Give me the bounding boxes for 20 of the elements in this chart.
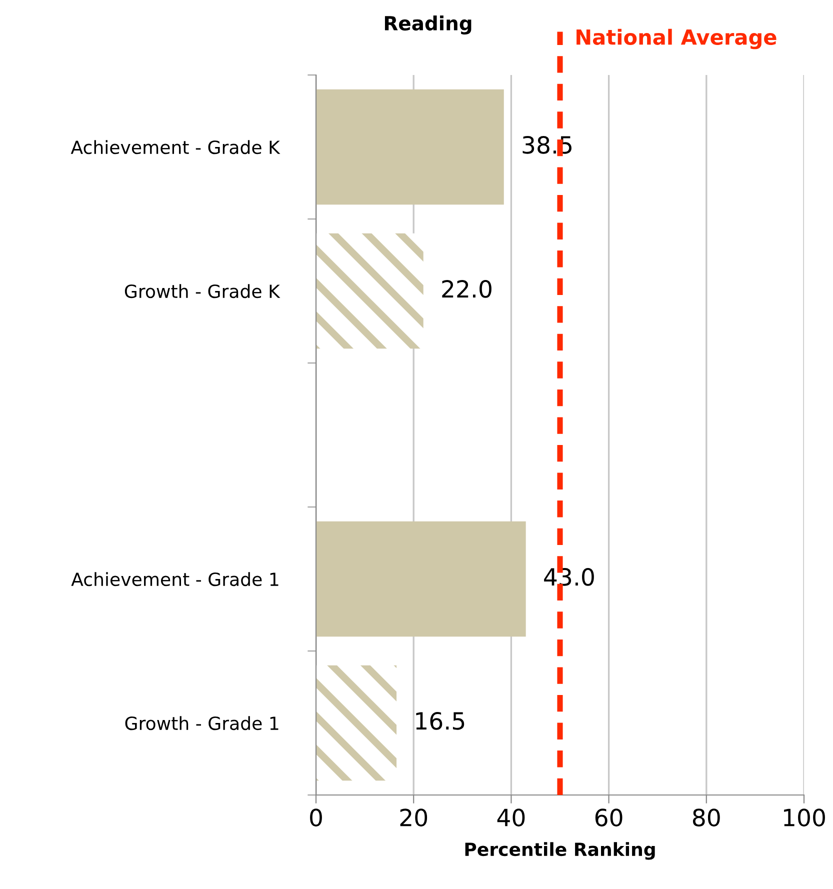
x-tick-label: 0 [310, 808, 322, 826]
x-tick-label: 60 [595, 808, 622, 826]
x-tick-label: 40 [497, 808, 525, 826]
bar [316, 665, 397, 781]
bar [316, 521, 526, 637]
data-label: 43.0 [544, 568, 594, 586]
x-tick-label: 20 [400, 808, 428, 826]
chart-title: Reading [384, 16, 472, 34]
y-tick-label: Growth - Grade 1 [125, 716, 278, 730]
bar [316, 89, 504, 205]
data-label: 16.5 [416, 712, 464, 730]
x-axis-title: Percentile Ranking [465, 842, 655, 860]
data-label: 22.0 [442, 280, 492, 298]
x-tick-label: 100 [784, 808, 825, 826]
ref-line-label: National Average [576, 28, 776, 50]
bar [316, 233, 424, 349]
y-tick-label: Achievement - Grade K [70, 140, 280, 154]
y-tick-label: Growth - Grade K [124, 284, 280, 298]
y-tick-label: Achievement - Grade 1 [71, 572, 278, 586]
x-tick-label: 80 [692, 808, 720, 826]
